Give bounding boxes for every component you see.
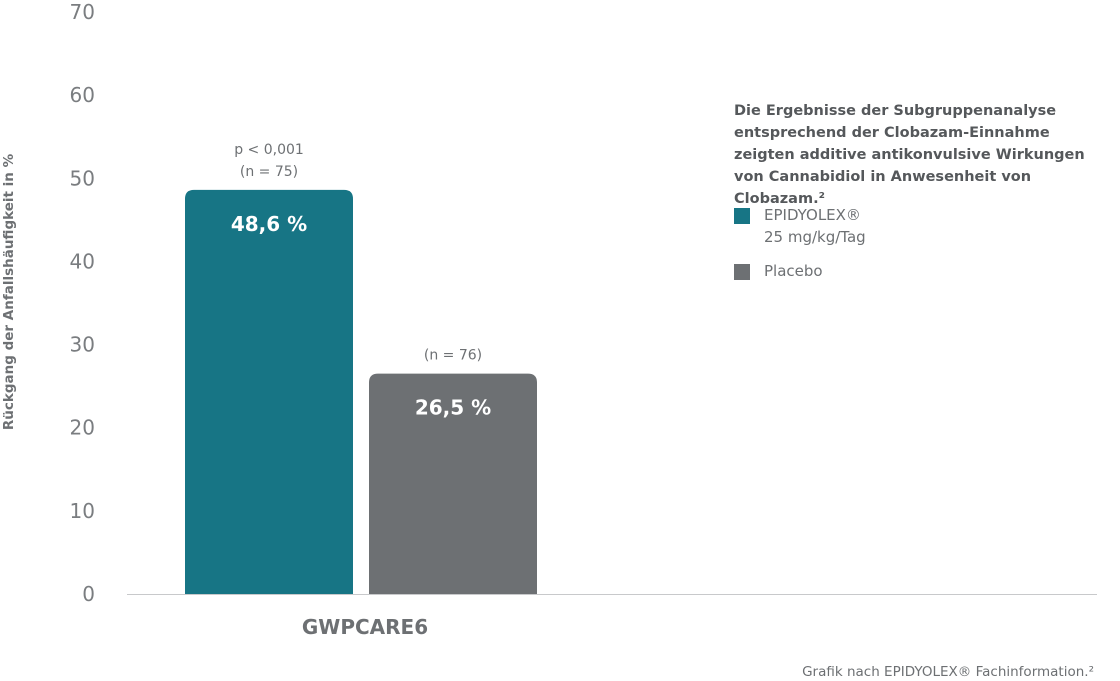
legend-swatch-placebo	[734, 264, 750, 280]
bar-value-label: 48,6 %	[231, 212, 307, 236]
legend: EPIDYOLEX® 25 mg/kg/Tag Placebo	[734, 204, 1094, 294]
legend-swatch-epidyolex	[734, 208, 750, 224]
y-tick-label: 40	[70, 249, 95, 273]
legend-item-placebo: Placebo	[734, 260, 1094, 282]
bar-value-label: 26,5 %	[415, 396, 491, 420]
chart-note: Die Ergebnisse der Subgruppenanalyse ent…	[734, 103, 1085, 207]
x-category-label: GWPCARE6	[302, 615, 428, 639]
legend-label-epidyolex: EPIDYOLEX®	[764, 206, 861, 224]
y-tick-label: 10	[70, 499, 95, 523]
y-tick-label: 50	[70, 166, 95, 190]
y-tick-label: 30	[70, 333, 95, 357]
y-tick-label: 70	[70, 0, 95, 24]
source-note: Grafik nach EPIDYOLEX® Fachinformation.²	[802, 664, 1094, 680]
y-tick-label: 20	[70, 416, 95, 440]
legend-item-epidyolex: EPIDYOLEX® 25 mg/kg/Tag	[734, 204, 1094, 248]
y-tick-label: 0	[82, 582, 95, 606]
bar-annotation: (n = 75)	[240, 164, 298, 180]
bar-placebo	[369, 373, 537, 594]
y-tick-label: 60	[70, 83, 95, 107]
bar-annotation: (n = 76)	[424, 348, 482, 364]
bar-annotation: p < 0,001	[234, 142, 304, 158]
legend-label-placebo: Placebo	[764, 262, 823, 280]
y-axis-label: Rückgang der Anfallshäufigkeit in %	[1, 153, 17, 431]
bar-epidyolex	[185, 189, 353, 594]
legend-sublabel-epidyolex: 25 mg/kg/Tag	[764, 228, 866, 246]
